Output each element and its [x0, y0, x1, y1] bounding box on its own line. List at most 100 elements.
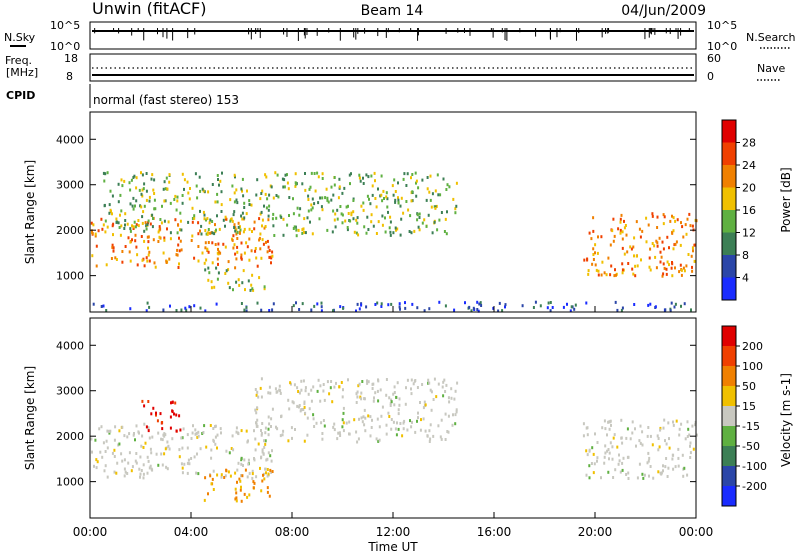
echo-cell [102, 441, 105, 445]
echo-cell [266, 239, 269, 243]
echo-cell [243, 206, 246, 209]
echo-cell [472, 306, 475, 310]
echo-cell [381, 199, 384, 203]
echo-cell [333, 385, 336, 389]
echo-cell [479, 301, 482, 305]
echo-cell [357, 384, 360, 388]
echo-cell [456, 381, 459, 385]
echo-cell [145, 309, 148, 313]
echo-cell [414, 171, 417, 175]
echo-cell [303, 405, 306, 409]
echo-cell [141, 434, 144, 438]
echo-cell [308, 187, 311, 191]
echo-cell [301, 231, 304, 235]
echo-cell [426, 176, 429, 179]
echo-cell [211, 183, 214, 186]
echo-cell [252, 480, 255, 484]
echo-cell [224, 272, 227, 275]
echo-cell [110, 210, 112, 214]
echo-cell [378, 425, 381, 429]
echo-cell [428, 307, 431, 311]
echo-cell [282, 217, 285, 221]
echo-cell [651, 443, 654, 447]
echo-cell [326, 198, 329, 202]
echo-cell [234, 487, 237, 491]
echo-cell [141, 188, 144, 192]
echo-cell [380, 174, 383, 178]
echo-cell [243, 251, 246, 255]
echo-cell [259, 466, 261, 470]
echo-cell [433, 377, 436, 381]
echo-cell [326, 228, 329, 232]
echo-cell [267, 427, 270, 431]
echo-cell [627, 471, 630, 475]
echo-cell [627, 477, 630, 480]
echo-cell [224, 215, 227, 219]
echo-cell [220, 431, 222, 435]
echo-cell [371, 418, 373, 422]
echo-cell [266, 486, 269, 490]
echo-cell [216, 446, 218, 450]
echo-cell [241, 189, 243, 193]
echo-cell [342, 306, 345, 310]
echo-cell [453, 397, 456, 401]
echo-cell [206, 232, 209, 236]
echo-cell [573, 307, 576, 311]
echo-cell [403, 172, 406, 176]
echo-cell [302, 408, 305, 411]
echo-cell [656, 434, 659, 438]
echo-cell [231, 219, 234, 223]
echo-cell [111, 212, 113, 216]
echo-cell [648, 256, 651, 260]
echo-cell [492, 306, 495, 310]
echo-cell [649, 302, 652, 306]
echo-cell [263, 477, 266, 481]
echo-cell [222, 242, 225, 246]
echo-cell [234, 226, 237, 230]
echo-cell [202, 210, 205, 214]
echo-cell [319, 384, 322, 388]
echo-cell [199, 229, 201, 233]
echo-cell [313, 425, 316, 428]
echo-cell [326, 196, 329, 200]
echo-cell [168, 180, 171, 184]
echo-cell [442, 394, 445, 398]
echo-cell [428, 190, 431, 194]
velocity-ylabel: Slant Range [km] [23, 366, 37, 470]
echo-cell [328, 392, 331, 396]
echo-cell [504, 305, 506, 309]
echo-cell [270, 261, 272, 265]
echo-cell [304, 386, 307, 390]
echo-cell [132, 225, 135, 229]
echo-cell [134, 225, 137, 229]
echo-cell [665, 267, 668, 271]
echo-cell [211, 231, 214, 235]
echo-cell [229, 219, 232, 223]
echo-cell [123, 227, 126, 230]
echo-cell [217, 242, 220, 246]
echo-cell [215, 302, 218, 306]
echo-cell [338, 431, 341, 435]
echo-cell [227, 268, 230, 272]
echo-cell [203, 498, 206, 502]
echo-cell [674, 465, 677, 469]
echo-cell [114, 425, 117, 429]
echo-cell [329, 386, 332, 390]
echo-cell [248, 199, 251, 203]
echo-cell [448, 400, 451, 404]
echo-cell [371, 382, 374, 386]
echo-cell [242, 194, 245, 198]
echo-cell [621, 441, 624, 445]
echo-cell [429, 388, 432, 392]
echo-cell [430, 408, 433, 412]
echo-cell [201, 251, 204, 255]
echo-cell [283, 185, 286, 189]
echo-cell [91, 232, 94, 235]
echo-cell [411, 420, 413, 424]
echo-cell [95, 458, 98, 462]
echo-cell [268, 494, 271, 498]
echo-cell [137, 224, 140, 228]
echo-cell [676, 218, 679, 222]
echo-cell [230, 217, 233, 221]
echo-cell [236, 237, 239, 240]
